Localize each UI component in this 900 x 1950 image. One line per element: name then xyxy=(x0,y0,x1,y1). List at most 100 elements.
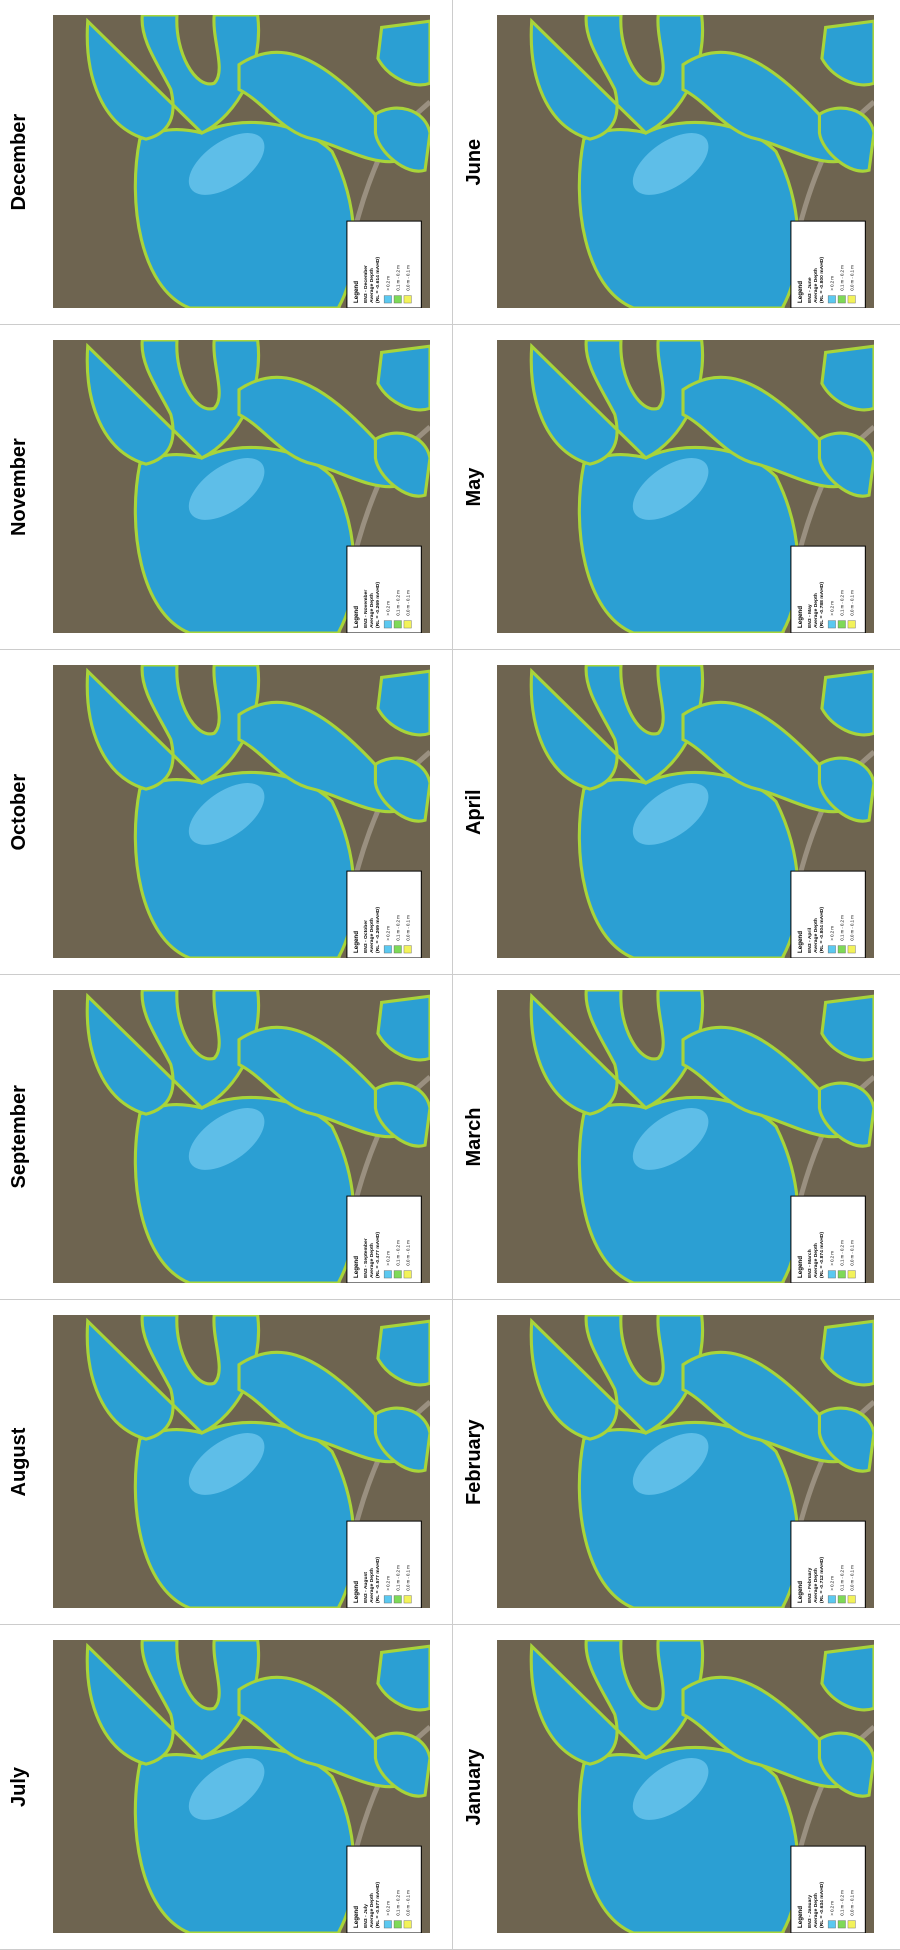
legend-class: 0.0 m - 0.1 m xyxy=(850,1890,855,1916)
legend-text: (RL = -0.614 mAHD) xyxy=(375,257,381,303)
legend-class: 0.0 m - 0.1 m xyxy=(406,1890,411,1916)
legend-text: Average Depth xyxy=(369,593,375,628)
legend-swatch xyxy=(384,946,391,953)
legend-class: > 0.2 m xyxy=(830,276,835,291)
legend-class: 0.1 m - 0.2 m xyxy=(840,915,845,941)
legend-text: Average Depth xyxy=(369,268,375,303)
month-label: March xyxy=(463,1108,486,1167)
legend-text: (RL = -0.269 mAHD) xyxy=(375,582,381,628)
legend-class: 0.0 m - 0.1 m xyxy=(406,265,411,291)
legend-swatch xyxy=(394,1271,401,1278)
legend: LegendEN3 - JanuaryAverage Depth(RL = -0… xyxy=(791,1846,865,1933)
legend-class: 0.0 m - 0.1 m xyxy=(406,1240,411,1266)
legend-swatch xyxy=(828,621,835,628)
map-panel: May LegendEN3 - MayAverage Depth(RL = -0.… xyxy=(453,325,900,650)
legend-text: Legend xyxy=(797,931,804,953)
legend-text: (RL = -0.804 mAHD) xyxy=(819,907,825,953)
month-label: February xyxy=(463,1419,486,1505)
legend: LegendEN3 - AugustAverage Depth(RL = -0.… xyxy=(347,1521,421,1608)
legend-swatch xyxy=(404,1921,411,1928)
legend-text: Average Depth xyxy=(813,268,819,303)
legend-swatch xyxy=(394,621,401,628)
legend-text: Average Depth xyxy=(369,918,375,953)
legend-class: > 0.2 m xyxy=(830,1251,835,1266)
legend-text: (RL = -0.712 mAHD) xyxy=(819,1557,825,1603)
legend-swatch xyxy=(404,1596,411,1603)
legend-text: EN3 - August xyxy=(363,1572,369,1603)
legend-class: 0.1 m - 0.2 m xyxy=(396,1890,401,1916)
legend-class: > 0.2 m xyxy=(386,601,391,616)
legend-swatch xyxy=(828,1921,835,1928)
depth-map: LegendEN3 - AugustAverage Depth(RL = -0.… xyxy=(53,1315,430,1608)
map-panel: November LegendEN3 - NovemberAverage Dept… xyxy=(0,325,452,650)
legend-text: EN3 - December xyxy=(363,265,369,303)
legend-class: 0.1 m - 0.2 m xyxy=(840,1240,845,1266)
legend-swatch xyxy=(394,1596,401,1603)
legend-class: 0.1 m - 0.2 m xyxy=(840,1890,845,1916)
legend-swatch xyxy=(404,1271,411,1278)
legend-text: EN3 - February xyxy=(807,1568,813,1603)
depth-map: LegendEN3 - OctoberAverage Depth(RL = -0… xyxy=(53,665,430,958)
legend-swatch xyxy=(828,1271,835,1278)
legend-class: 0.1 m - 0.2 m xyxy=(396,590,401,616)
month-label: October xyxy=(8,774,31,851)
legend-text: Legend xyxy=(797,1581,804,1603)
legend-text: EN3 - October xyxy=(363,920,369,953)
month-label: January xyxy=(463,1749,486,1826)
legend-class: 0.1 m - 0.2 m xyxy=(840,265,845,291)
legend-swatch xyxy=(838,946,845,953)
legend-swatch xyxy=(404,296,411,303)
month-label: May xyxy=(463,468,486,507)
legend-text: Legend xyxy=(353,606,360,628)
legend-class: > 0.2 m xyxy=(830,1576,835,1591)
legend-text: Average Depth xyxy=(813,593,819,628)
map-panel: March LegendEN3 - MarchAverage Depth(RL =… xyxy=(453,975,900,1300)
legend-text: Average Depth xyxy=(813,1243,819,1278)
depth-map: LegendEN3 - MarchAverage Depth(RL = -0.8… xyxy=(497,990,874,1283)
legend-swatch xyxy=(848,946,855,953)
legend: LegendEN3 - JulyAverage Depth(RL = -0.57… xyxy=(347,1846,421,1933)
legend-swatch xyxy=(394,296,401,303)
legend-class: 0.0 m - 0.1 m xyxy=(406,1565,411,1591)
legend-text: (RL = -0.634 mAHD) xyxy=(819,1882,825,1928)
month-label: December xyxy=(8,114,31,211)
legend-class: > 0.2 m xyxy=(386,276,391,291)
legend-text: (RL = -0.577 mAHD) xyxy=(375,1882,381,1928)
legend-class: 0.0 m - 0.1 m xyxy=(406,590,411,616)
month-label: September xyxy=(8,1085,31,1188)
map-panel: January LegendEN3 - JanuaryAverage Depth(… xyxy=(453,1625,900,1950)
legend-swatch xyxy=(404,621,411,628)
legend-text: (RL = -0.269 mAHD) xyxy=(375,907,381,953)
legend-swatch xyxy=(838,621,845,628)
legend-text: (RL = -0.477 mAHD) xyxy=(375,1232,381,1278)
legend-class: 0.0 m - 0.1 m xyxy=(850,1565,855,1591)
legend-text: Legend xyxy=(353,281,360,303)
legend-text: Legend xyxy=(353,1581,360,1603)
legend-text: Legend xyxy=(797,1906,804,1928)
legend-text: Average Depth xyxy=(813,918,819,953)
legend-text: Legend xyxy=(353,931,360,953)
legend-swatch xyxy=(848,296,855,303)
legend: LegendEN3 - DecemberAverage Depth(RL = -… xyxy=(347,221,421,308)
legend-swatch xyxy=(838,296,845,303)
legend-text: (RL = -0.800 mAHD) xyxy=(819,257,825,303)
legend-swatch xyxy=(838,1596,845,1603)
legend-class: 0.1 m - 0.2 m xyxy=(396,265,401,291)
legend-class: > 0.2 m xyxy=(830,1901,835,1916)
month-label: November xyxy=(8,438,31,536)
legend-swatch xyxy=(384,1596,391,1603)
month-label: June xyxy=(463,139,486,186)
month-label: July xyxy=(8,1767,31,1807)
legend-swatch xyxy=(848,1921,855,1928)
